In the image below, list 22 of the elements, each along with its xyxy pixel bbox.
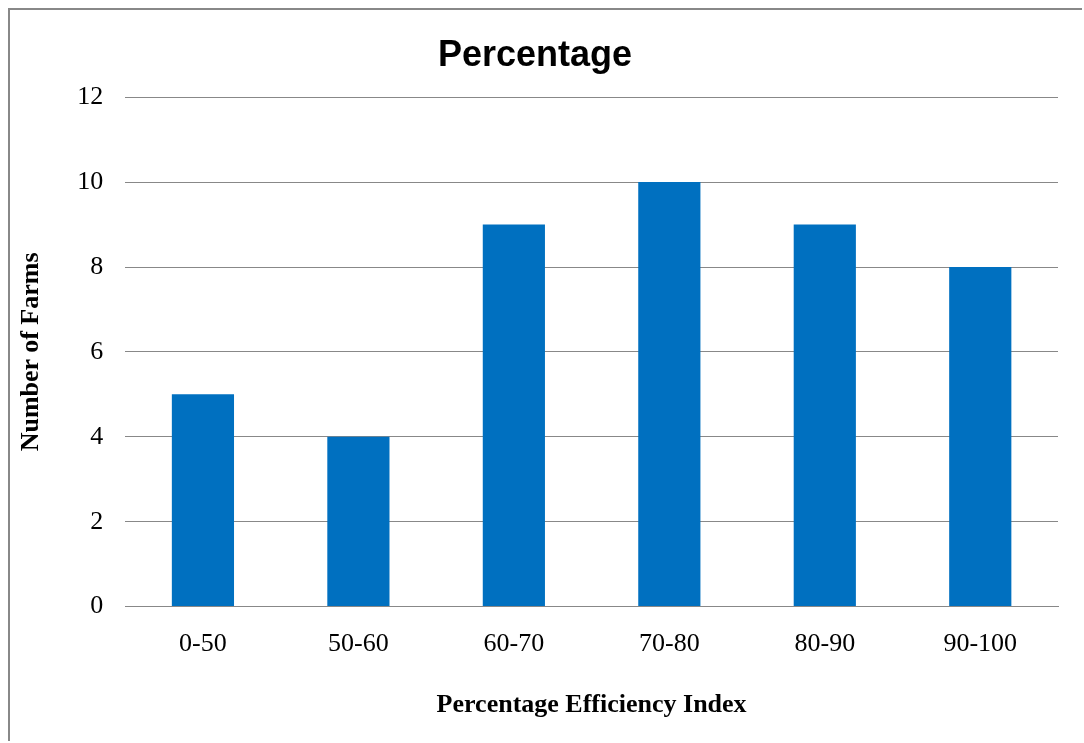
x-tick-label: 90-100	[943, 628, 1018, 658]
x-tick-label: 50-60	[328, 628, 389, 658]
y-tick-label: 0	[90, 590, 104, 620]
y-tick-label: 4	[90, 420, 104, 450]
x-axis-title: Percentage Efficiency Index	[436, 689, 747, 719]
x-tick-label: 0-50	[179, 628, 227, 658]
bar	[171, 394, 235, 607]
y-tick-label: 8	[90, 250, 104, 280]
x-tick-label: 70-80	[639, 628, 700, 658]
x-tick-label: 60-70	[483, 628, 545, 658]
bar	[793, 224, 856, 607]
chart-title: Percentage	[437, 32, 633, 74]
bar	[949, 267, 1012, 607]
y-tick-label: 12	[77, 81, 104, 111]
bar	[482, 224, 545, 607]
x-tick-label: 80-90	[794, 628, 856, 658]
y-tick-label: 2	[90, 505, 104, 535]
y-tick-label: 10	[77, 165, 104, 195]
y-axis-title: Number of Farms	[15, 252, 45, 452]
y-tick-label: 6	[90, 335, 104, 365]
bar	[638, 182, 701, 607]
bar	[327, 436, 390, 607]
